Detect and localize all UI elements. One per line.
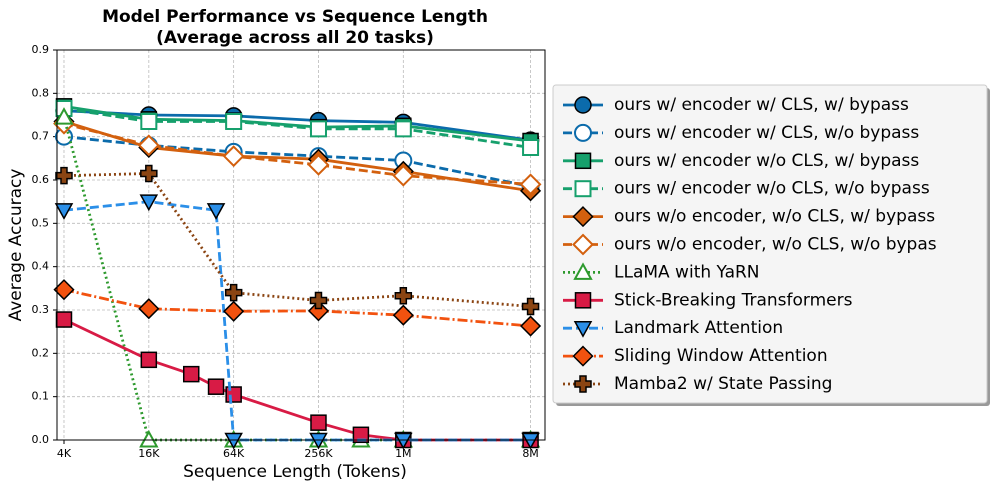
legend-marker [572, 233, 594, 256]
marker [224, 432, 243, 450]
legend-label: ours w/ encoder w/o CLS, w/ bypass [614, 151, 919, 171]
series-line [63, 107, 531, 149]
series-line [63, 288, 531, 328]
marker [394, 120, 412, 138]
grid: 0.0 0.1 0.2 0.3 0.4 0.5 0.6 0.7 0.8 0.9 4K 16K 64K 25… [32, 43, 545, 460]
y-tick-label: 0.8 [32, 86, 50, 99]
marker [309, 120, 327, 138]
y-tick-label: 0.2 [32, 346, 50, 359]
legend-marker [574, 180, 592, 198]
marker [55, 311, 73, 328]
legend-label: Mamba2 w/ State Passing [614, 374, 832, 394]
series-line [63, 109, 531, 142]
y-tick-label: 0.1 [32, 390, 50, 403]
y-tick-label: 0.9 [32, 43, 50, 56]
x-tick-label: 256K [304, 447, 333, 460]
legend-marker [572, 206, 594, 228]
marker [207, 378, 225, 395]
chart-subtitle: (Average across all 20 tasks) [156, 28, 434, 48]
marker [521, 297, 540, 316]
legend-label: ours w/o encoder, w/o CLS, w/ bypass [614, 207, 935, 227]
marker [394, 286, 413, 305]
legend-marker [574, 292, 592, 309]
legend-marker [572, 345, 594, 367]
legend-label: Landmark Attention [614, 318, 783, 338]
marker [392, 164, 415, 187]
marker [223, 300, 245, 322]
marker [394, 432, 413, 450]
marker [307, 153, 330, 176]
series-line [63, 122, 531, 186]
legend-label: Sliding Window Attention [614, 346, 828, 366]
marker [222, 145, 245, 168]
x-tick-label: 8M [522, 447, 539, 460]
marker [54, 203, 74, 220]
y-tick-label: 0.6 [32, 173, 50, 186]
marker [352, 426, 370, 444]
plot-frame [56, 49, 546, 441]
y-axis-label: Average Accuracy [6, 169, 26, 322]
legend-label: ours w/ encoder w/ CLS, w/o bypass [614, 123, 919, 143]
legend-marker [573, 320, 593, 338]
marker [140, 113, 158, 130]
legend-entries: ours w/ encoder w/ CLS, w/ bypass ours w/… [563, 95, 937, 394]
marker [307, 300, 330, 322]
marker [520, 315, 542, 337]
legend-marker [574, 375, 592, 393]
y-tick-label: 0.4 [32, 260, 50, 273]
marker [54, 107, 74, 125]
legend-label: ours w/ encoder w/ CLS, w/ bypass [614, 95, 909, 115]
plot-area [53, 98, 542, 450]
marker [224, 283, 243, 302]
marker [309, 432, 328, 450]
x-tick-label: 16K [138, 447, 160, 460]
marker [206, 203, 226, 220]
y-tick-label: 0.5 [32, 216, 50, 229]
series-line [63, 104, 531, 143]
marker [55, 166, 73, 185]
legend-marker [574, 96, 592, 114]
marker [53, 279, 75, 301]
marker [140, 351, 158, 369]
legend-marker [574, 152, 592, 170]
marker [137, 134, 160, 157]
marker [139, 194, 159, 212]
marker [392, 304, 414, 326]
marker [182, 365, 200, 383]
x-tick-label: 64K [223, 447, 245, 460]
chart-title: Model Performance vs Sequence Length [102, 7, 488, 27]
y-tick-label: 0.7 [32, 130, 50, 143]
marker [225, 113, 243, 130]
marker [519, 173, 542, 196]
legend-label: Stick-Breaking Transformers [614, 290, 853, 310]
x-tick-label: 4K [57, 447, 72, 460]
y-tick-label: 0.3 [32, 303, 50, 316]
series-line [62, 116, 531, 442]
legend-label: ours w/o encoder, w/o CLS, w/o bypas [614, 235, 937, 255]
marker [310, 414, 327, 431]
legend-marker [574, 123, 592, 142]
marker [522, 139, 540, 156]
marker [139, 429, 159, 448]
marker [140, 164, 158, 183]
legend-label: ours w/ encoder w/o CLS, w/o bypass [614, 179, 930, 199]
series-line [63, 172, 531, 308]
x-tick-label: 1M [395, 447, 412, 460]
y-tick-label: 0.0 [32, 433, 50, 446]
legend [552, 84, 988, 404]
marker [138, 298, 160, 320]
legend-label: LLaMA with YaRN [614, 262, 760, 282]
marker [521, 432, 540, 450]
legend-marker [573, 262, 593, 280]
x-axis-label: Sequence Length (Tokens) [183, 462, 407, 482]
marker [309, 291, 328, 310]
